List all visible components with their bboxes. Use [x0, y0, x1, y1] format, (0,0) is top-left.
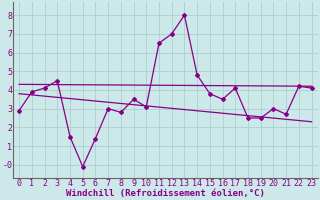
X-axis label: Windchill (Refroidissement éolien,°C): Windchill (Refroidissement éolien,°C): [66, 189, 265, 198]
